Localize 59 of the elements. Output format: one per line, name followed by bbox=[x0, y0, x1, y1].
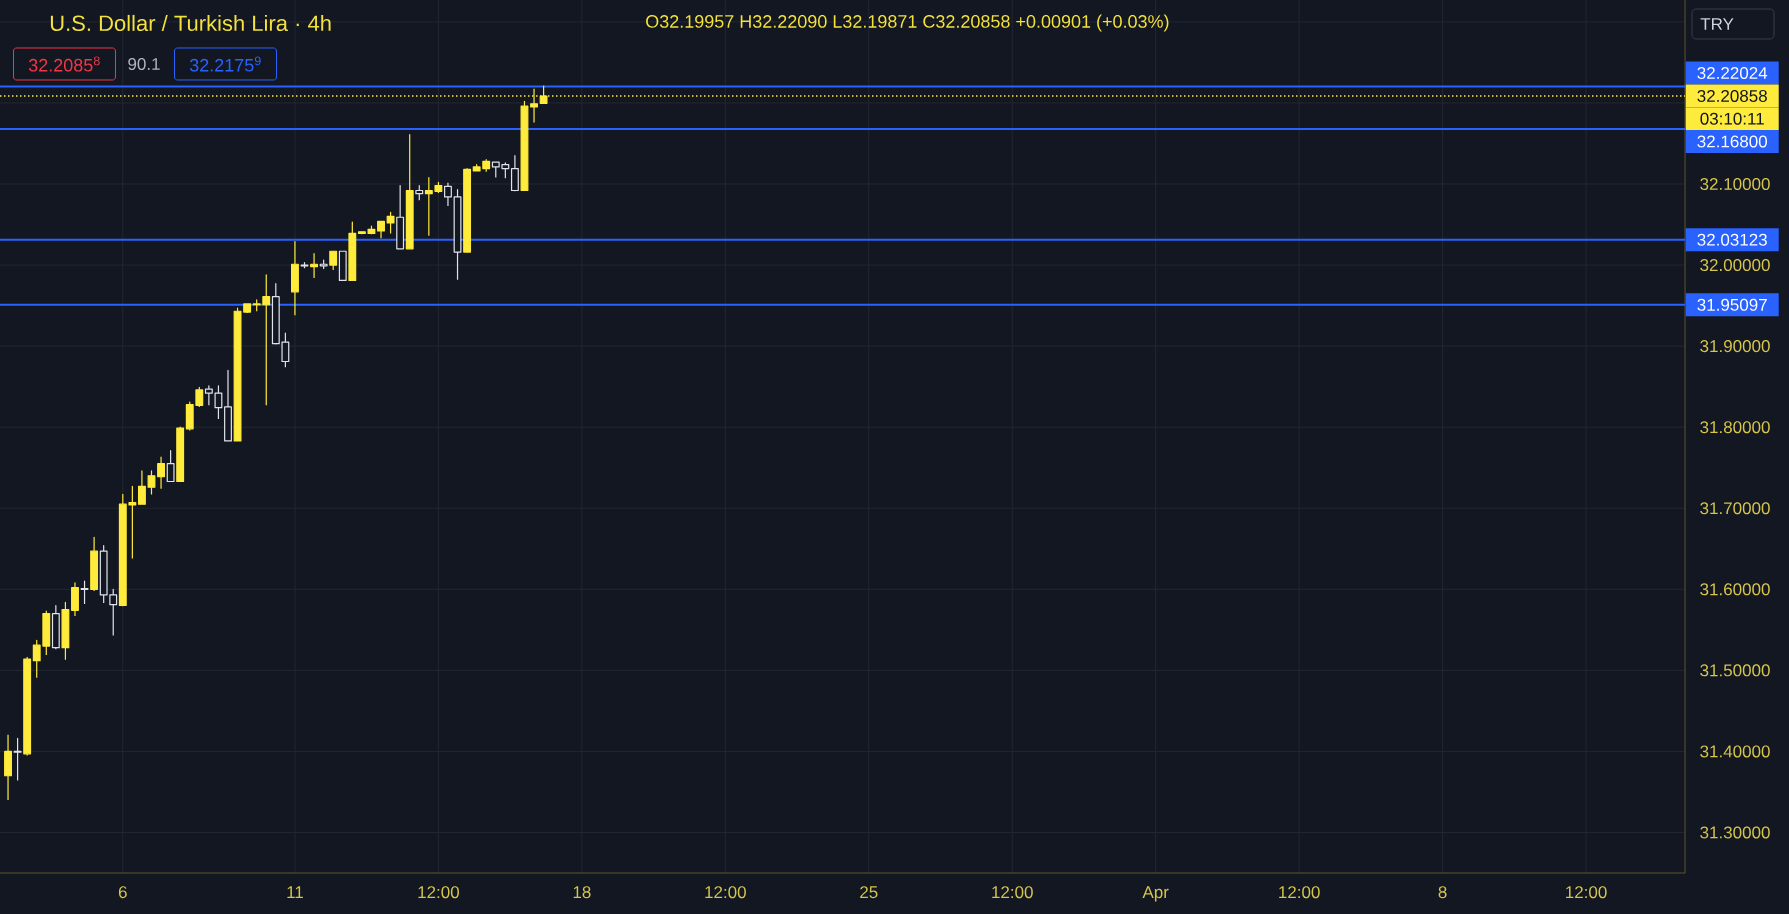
x-tick-label: 12:00 bbox=[992, 886, 1033, 899]
candlestick bbox=[386, 211, 395, 235]
x-tick-label: 12:00 bbox=[1566, 886, 1607, 899]
candlestick bbox=[176, 426, 185, 483]
candlestick bbox=[405, 133, 414, 250]
text: U.S. Dollar / Turkish Lira · 4h bbox=[50, 14, 331, 32]
x-tick-label: 12:00 bbox=[418, 886, 460, 899]
x-tick-label: 25 bbox=[860, 886, 878, 899]
x-tick-label: 18 bbox=[573, 886, 591, 899]
candlestick bbox=[396, 185, 405, 250]
x-tick-label: 6 bbox=[118, 886, 127, 899]
candlestick bbox=[61, 601, 70, 661]
candlestick bbox=[338, 250, 347, 282]
candlestick bbox=[453, 189, 462, 281]
candlestick bbox=[4, 734, 12, 801]
candlestick bbox=[224, 369, 232, 442]
ref-line-label: 32.16800 bbox=[1697, 135, 1767, 148]
ref-line-label: 32.03123 bbox=[1697, 233, 1767, 246]
annotation: 32.2175$^{9}$ bbox=[189, 56, 261, 72]
annotation: O32.19957 H32.22090 L32.19871 C32.20858 +0.00901 (+0.03%) bbox=[646, 14, 1169, 32]
x-tick-label: 8 bbox=[1438, 886, 1447, 899]
x-tick-label: 12:00 bbox=[1279, 886, 1320, 899]
x-tick-label: 11 bbox=[287, 886, 303, 898]
y-tick-label: 31.30000 bbox=[1700, 826, 1770, 839]
y-tick-label: 31.50000 bbox=[1700, 664, 1770, 677]
candlestick bbox=[415, 185, 424, 201]
x-tick-label: 12:00 bbox=[705, 886, 746, 899]
candlestick bbox=[291, 240, 299, 316]
y-tick-label: 32.10000 bbox=[1700, 177, 1770, 191]
candlestick bbox=[71, 582, 79, 617]
y-axis-title: TRY bbox=[1700, 18, 1734, 30]
text: 03:10:11 bbox=[1700, 112, 1764, 125]
candlestick bbox=[310, 253, 319, 279]
y-tick-label: 32.00000 bbox=[1700, 259, 1770, 272]
x-tick-label: Apr bbox=[1142, 886, 1169, 902]
candlestick bbox=[520, 100, 529, 192]
annotation: 90.1 bbox=[128, 57, 160, 71]
candlestick bbox=[348, 221, 357, 282]
ref-line-label: 32.20858 bbox=[1697, 89, 1767, 102]
candlestick bbox=[377, 220, 385, 239]
candlestick bbox=[510, 155, 519, 192]
ref-line-label: 32.22024 bbox=[1697, 66, 1768, 79]
ref-line-label: 31.95097 bbox=[1697, 298, 1767, 311]
candlestick bbox=[444, 182, 452, 207]
candlestick bbox=[463, 167, 472, 253]
annotation: 32.2085$^{8}$ bbox=[28, 56, 100, 72]
candlestick bbox=[166, 450, 175, 483]
y-tick-label: 31.90000 bbox=[1700, 340, 1770, 353]
y-tick-label: 31.80000 bbox=[1700, 421, 1770, 434]
candlestick bbox=[300, 262, 309, 269]
candlestick bbox=[90, 536, 99, 592]
y-tick-label: 31.60000 bbox=[1700, 583, 1770, 596]
candlestick bbox=[329, 250, 338, 271]
y-tick-label: 31.70000 bbox=[1700, 502, 1770, 515]
candlestick bbox=[319, 259, 328, 270]
candlestick bbox=[23, 656, 32, 757]
candlestick bbox=[157, 456, 165, 490]
candlestick bbox=[51, 604, 60, 650]
y-tick-label: 31.40000 bbox=[1700, 745, 1770, 758]
